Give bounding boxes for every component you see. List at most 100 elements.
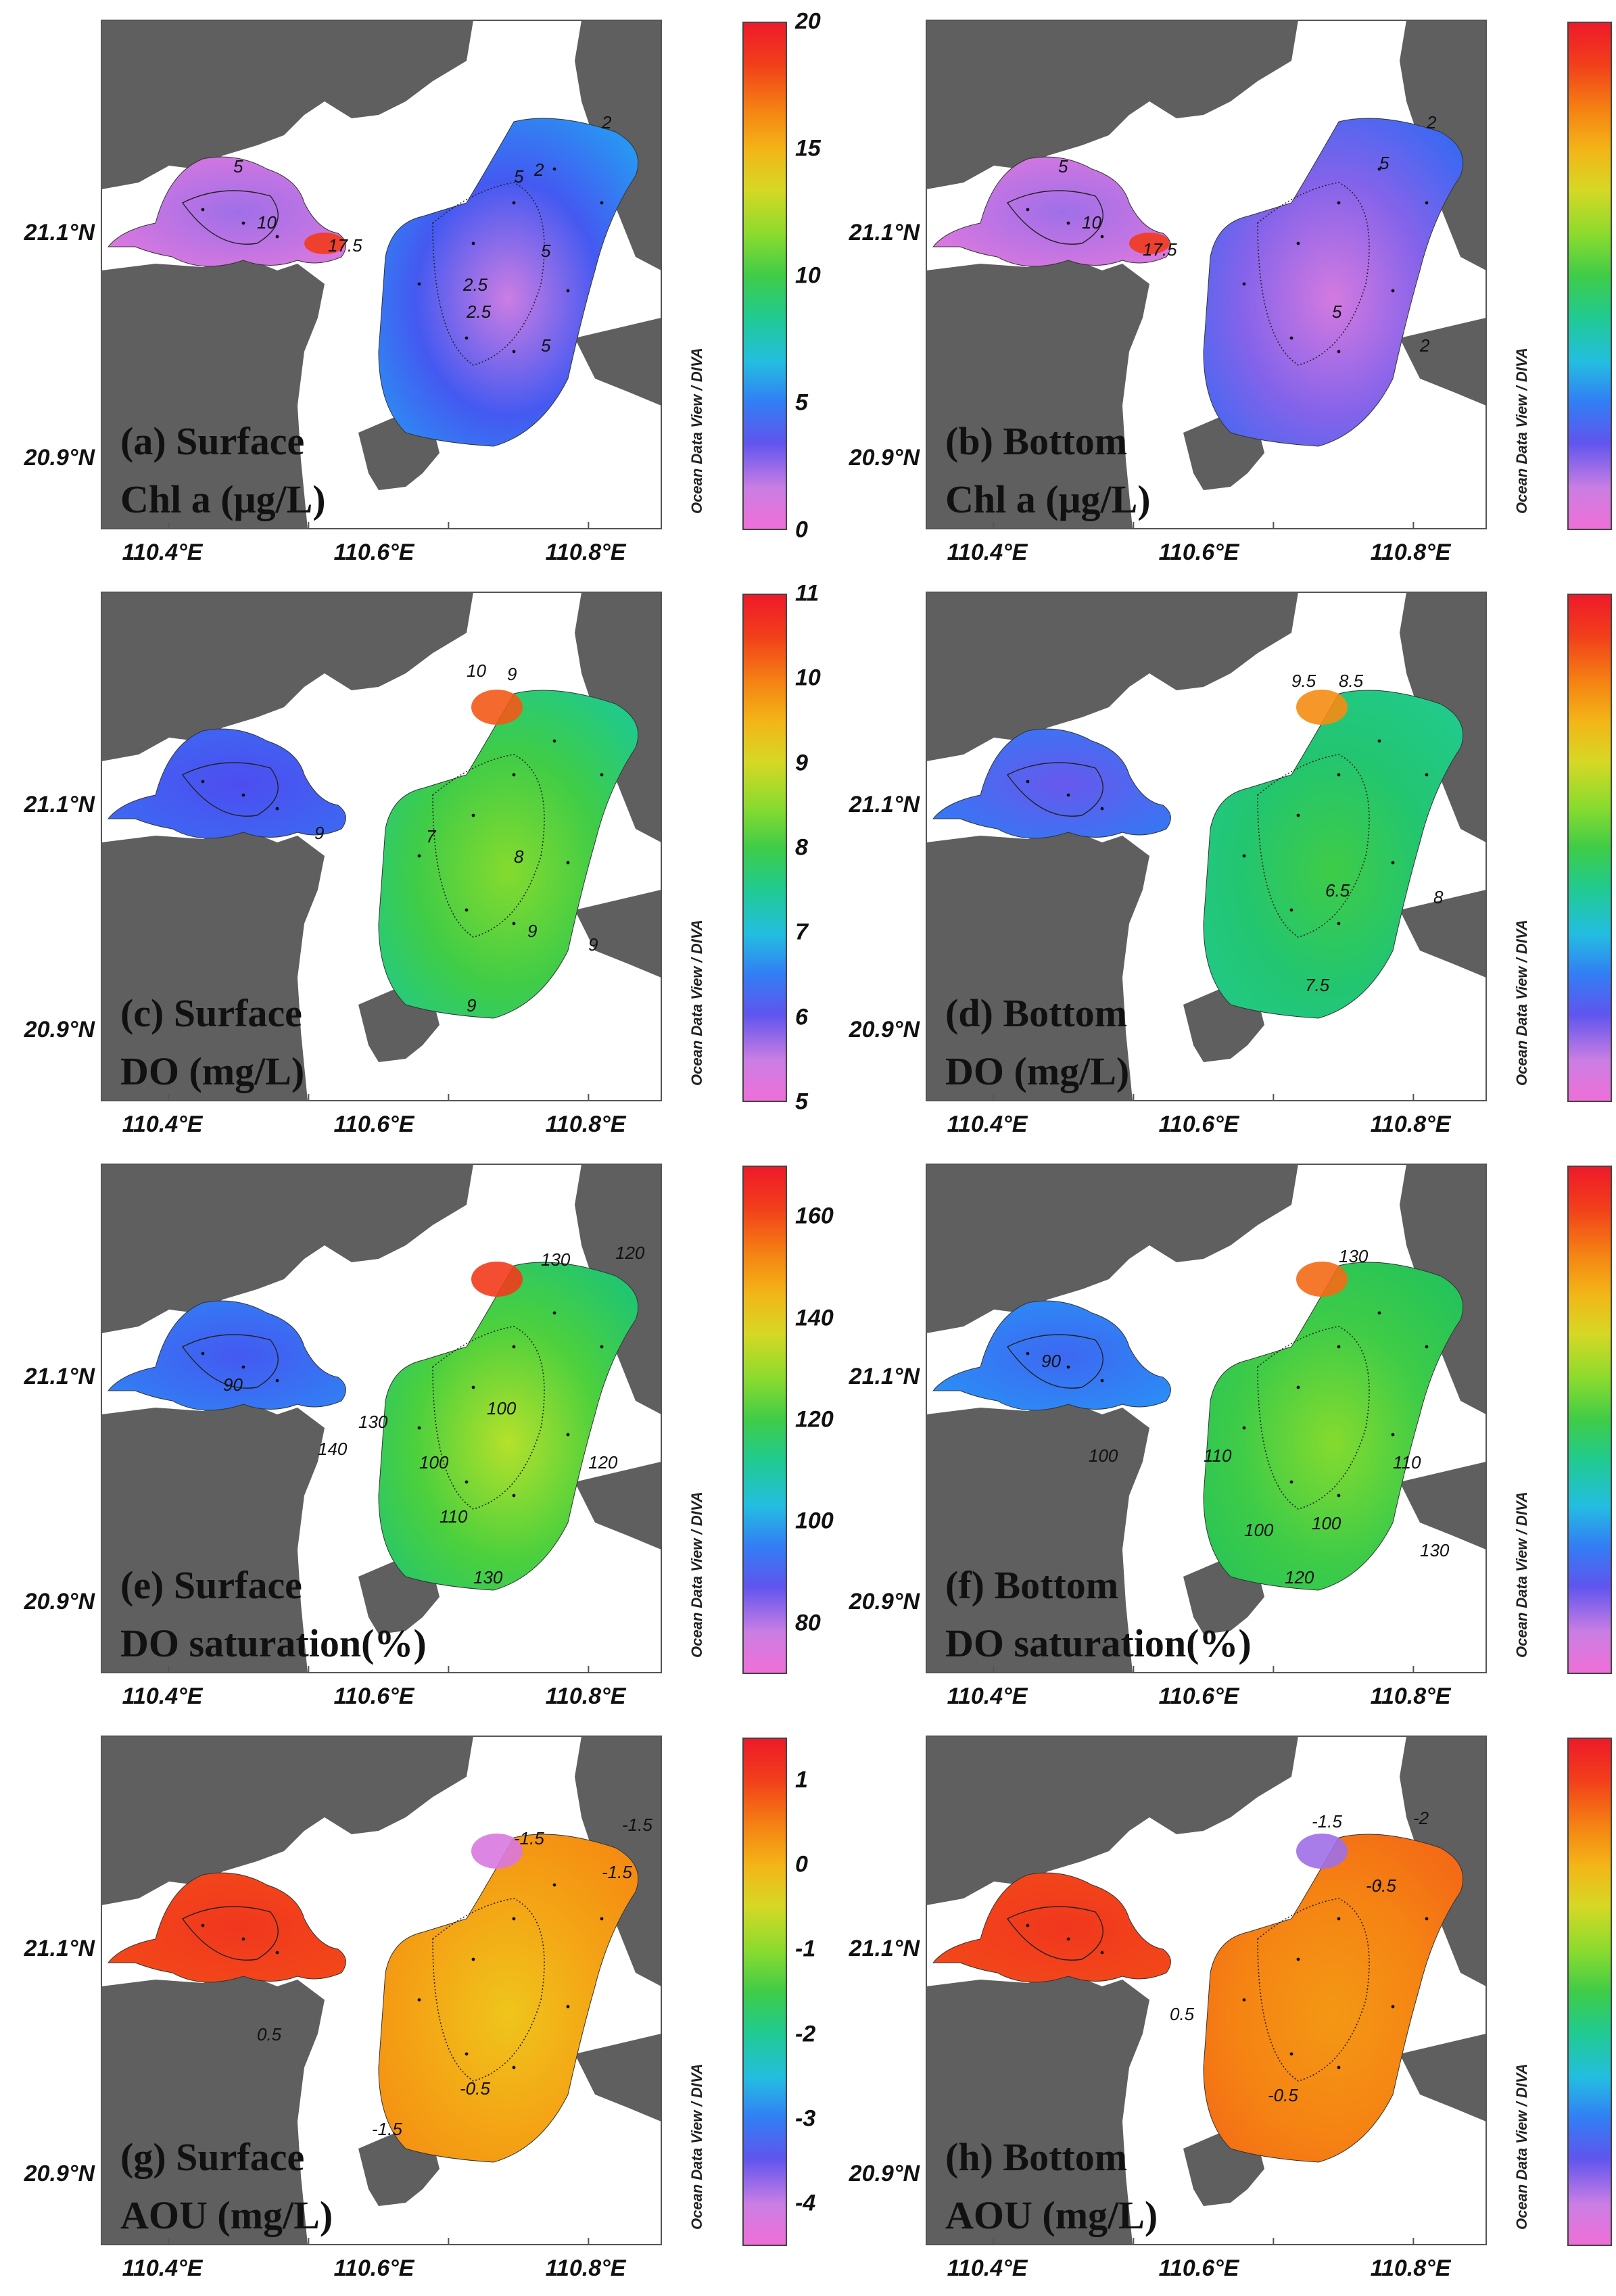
longitude-label: 110.8°E <box>1370 1683 1451 1709</box>
latitude-label: 20.9°N <box>24 2161 95 2186</box>
latitude-label: 20.9°N <box>24 1017 95 1043</box>
station-dot <box>512 1493 516 1498</box>
map-panel-a: 5 10 17.5 2.5 5 2 5 2.5 2 5 21.1°N 20.9°N 110.4°E 110… <box>0 0 825 574</box>
contour-value-label: -0.5 <box>1366 1875 1396 1896</box>
hotspot <box>1296 690 1348 725</box>
station-dot <box>1100 807 1104 811</box>
latitude-label: 21.1°N <box>24 1936 95 1961</box>
land-mass <box>101 1973 325 2245</box>
contour-value-label: 10 <box>257 212 277 233</box>
station-dot <box>1066 1937 1070 1941</box>
hotspot <box>1129 233 1170 254</box>
station-dot <box>201 1923 205 1928</box>
contour-value-label: 100 <box>1244 1520 1274 1540</box>
station-dot <box>471 1385 475 1389</box>
map-canvas-c: 9 7 8 9 9 9 10 9 <box>101 592 662 1101</box>
station-dot <box>275 235 279 239</box>
station-dot <box>552 739 556 743</box>
land-mass <box>926 1164 1298 1333</box>
land-mass <box>1400 890 1486 978</box>
map-panel-h: 0.5 -0.5 -0.5 -1.5 -2 21.1°N 20.9°N 110.4°E 110.… <box>825 1716 1616 2290</box>
colorbar <box>742 1738 787 2246</box>
contour-value-label: 5 <box>541 241 551 261</box>
contour-value-label: 130 <box>473 1567 503 1587</box>
contour-value-label: 9.5 <box>1291 671 1316 691</box>
station-dot <box>417 1998 421 2002</box>
land-mass <box>101 592 473 761</box>
station-dot <box>512 773 516 777</box>
contour-value-label: 9 <box>507 664 517 684</box>
ocean-data-view-credit: Ocean Data View / DIVA <box>1513 919 1530 1086</box>
contour-line <box>1257 1898 1370 2082</box>
colorbar-tick-label: 6 <box>795 1004 808 1030</box>
contour-value-label: 10 <box>1082 212 1101 233</box>
latitude-label: 20.9°N <box>849 1589 920 1615</box>
longitude-label: 110.6°E <box>1158 1683 1239 1709</box>
station-dot <box>1377 167 1381 171</box>
panel-title-line-1: (d) Bottom <box>945 991 1128 1035</box>
map-canvas-d: 9.5 8.5 6.5 8 7.5 <box>926 592 1487 1101</box>
land-mass <box>926 592 1298 761</box>
station-dot <box>1026 1923 1030 1928</box>
contour-value-label: -2 <box>1413 1808 1429 1828</box>
map-canvas-b: 5 10 17.5 5 2 2 5 <box>926 20 1487 529</box>
station-dot <box>1296 241 1300 245</box>
contour-value-label: 2 <box>533 160 544 180</box>
contour-value-label: -0.5 <box>1268 2085 1298 2105</box>
station-dot <box>1391 1433 1395 1437</box>
station-dot <box>512 1345 516 1349</box>
land-mass <box>926 20 1298 189</box>
land-mass <box>101 1736 473 1905</box>
land-mass <box>1400 318 1486 406</box>
station-dot <box>417 282 421 286</box>
station-dot <box>566 1433 570 1437</box>
station-dot <box>512 350 516 354</box>
land-mass <box>1214 1164 1258 1198</box>
panel-title: (f) Bottom DO saturation(%) <box>945 1556 1252 1673</box>
station-dot <box>1242 1998 1246 2002</box>
station-dot <box>566 2005 570 2009</box>
station-dot <box>512 922 516 926</box>
hotspot <box>304 233 345 254</box>
colorbar-tick-label: -2 <box>795 2021 816 2047</box>
contour-value-label: -1.5 <box>372 2119 402 2139</box>
colorbar-tick-label: 5 <box>795 1089 808 1115</box>
colorbar-tick-label: -1 <box>795 1936 816 1962</box>
contour-value-label: 5 <box>1332 302 1342 322</box>
station-dot <box>1296 1385 1300 1389</box>
panel-title-line-2: DO (mg/L) <box>120 1049 305 1093</box>
longitude-label: 110.4°E <box>122 1111 203 1137</box>
station-dot <box>1337 1345 1341 1349</box>
contour-value-label: 90 <box>223 1374 243 1395</box>
station-dot <box>1066 1365 1070 1369</box>
station-dot <box>1289 2052 1293 2056</box>
longitude-label: 110.8°E <box>1370 1111 1451 1137</box>
land-mass <box>926 1973 1149 2245</box>
bay-field <box>107 728 346 839</box>
station-dot <box>1296 1957 1300 1961</box>
station-dot <box>1425 1917 1429 1921</box>
latitude-label: 20.9°N <box>849 2161 920 2186</box>
station-dot <box>1377 1883 1381 1887</box>
station-dot <box>471 813 475 817</box>
contour-value-label: 7.5 <box>1305 975 1330 995</box>
station-dot <box>566 289 570 293</box>
contour-value-label: 2 <box>601 112 612 133</box>
land-mass <box>1400 1462 1486 1550</box>
station-dot <box>201 780 205 784</box>
station-dot <box>552 1883 556 1887</box>
station-dot <box>465 908 469 912</box>
station-dot <box>465 1480 469 1484</box>
colorbar-tick-label: 120 <box>795 1406 834 1433</box>
colorbar-tick-label: 0 <box>795 517 808 543</box>
station-dot <box>1066 793 1070 797</box>
station-dot <box>1026 780 1030 784</box>
land-mass <box>101 1401 325 1673</box>
map-canvas-g: 0.5 -1.5 -1.5 -0.5 -1.5 -1.5 <box>101 1736 662 2245</box>
land-mass <box>101 1164 473 1333</box>
contour-line <box>181 1334 279 1389</box>
panel-title-line-2: DO saturation(%) <box>945 1621 1252 1665</box>
map-panel-d: 9.5 8.5 6.5 8 7.5 21.1°N 20.9°N 110.4°E 110.6°E 1… <box>825 572 1616 1146</box>
latitude-label: 21.1°N <box>24 220 95 245</box>
